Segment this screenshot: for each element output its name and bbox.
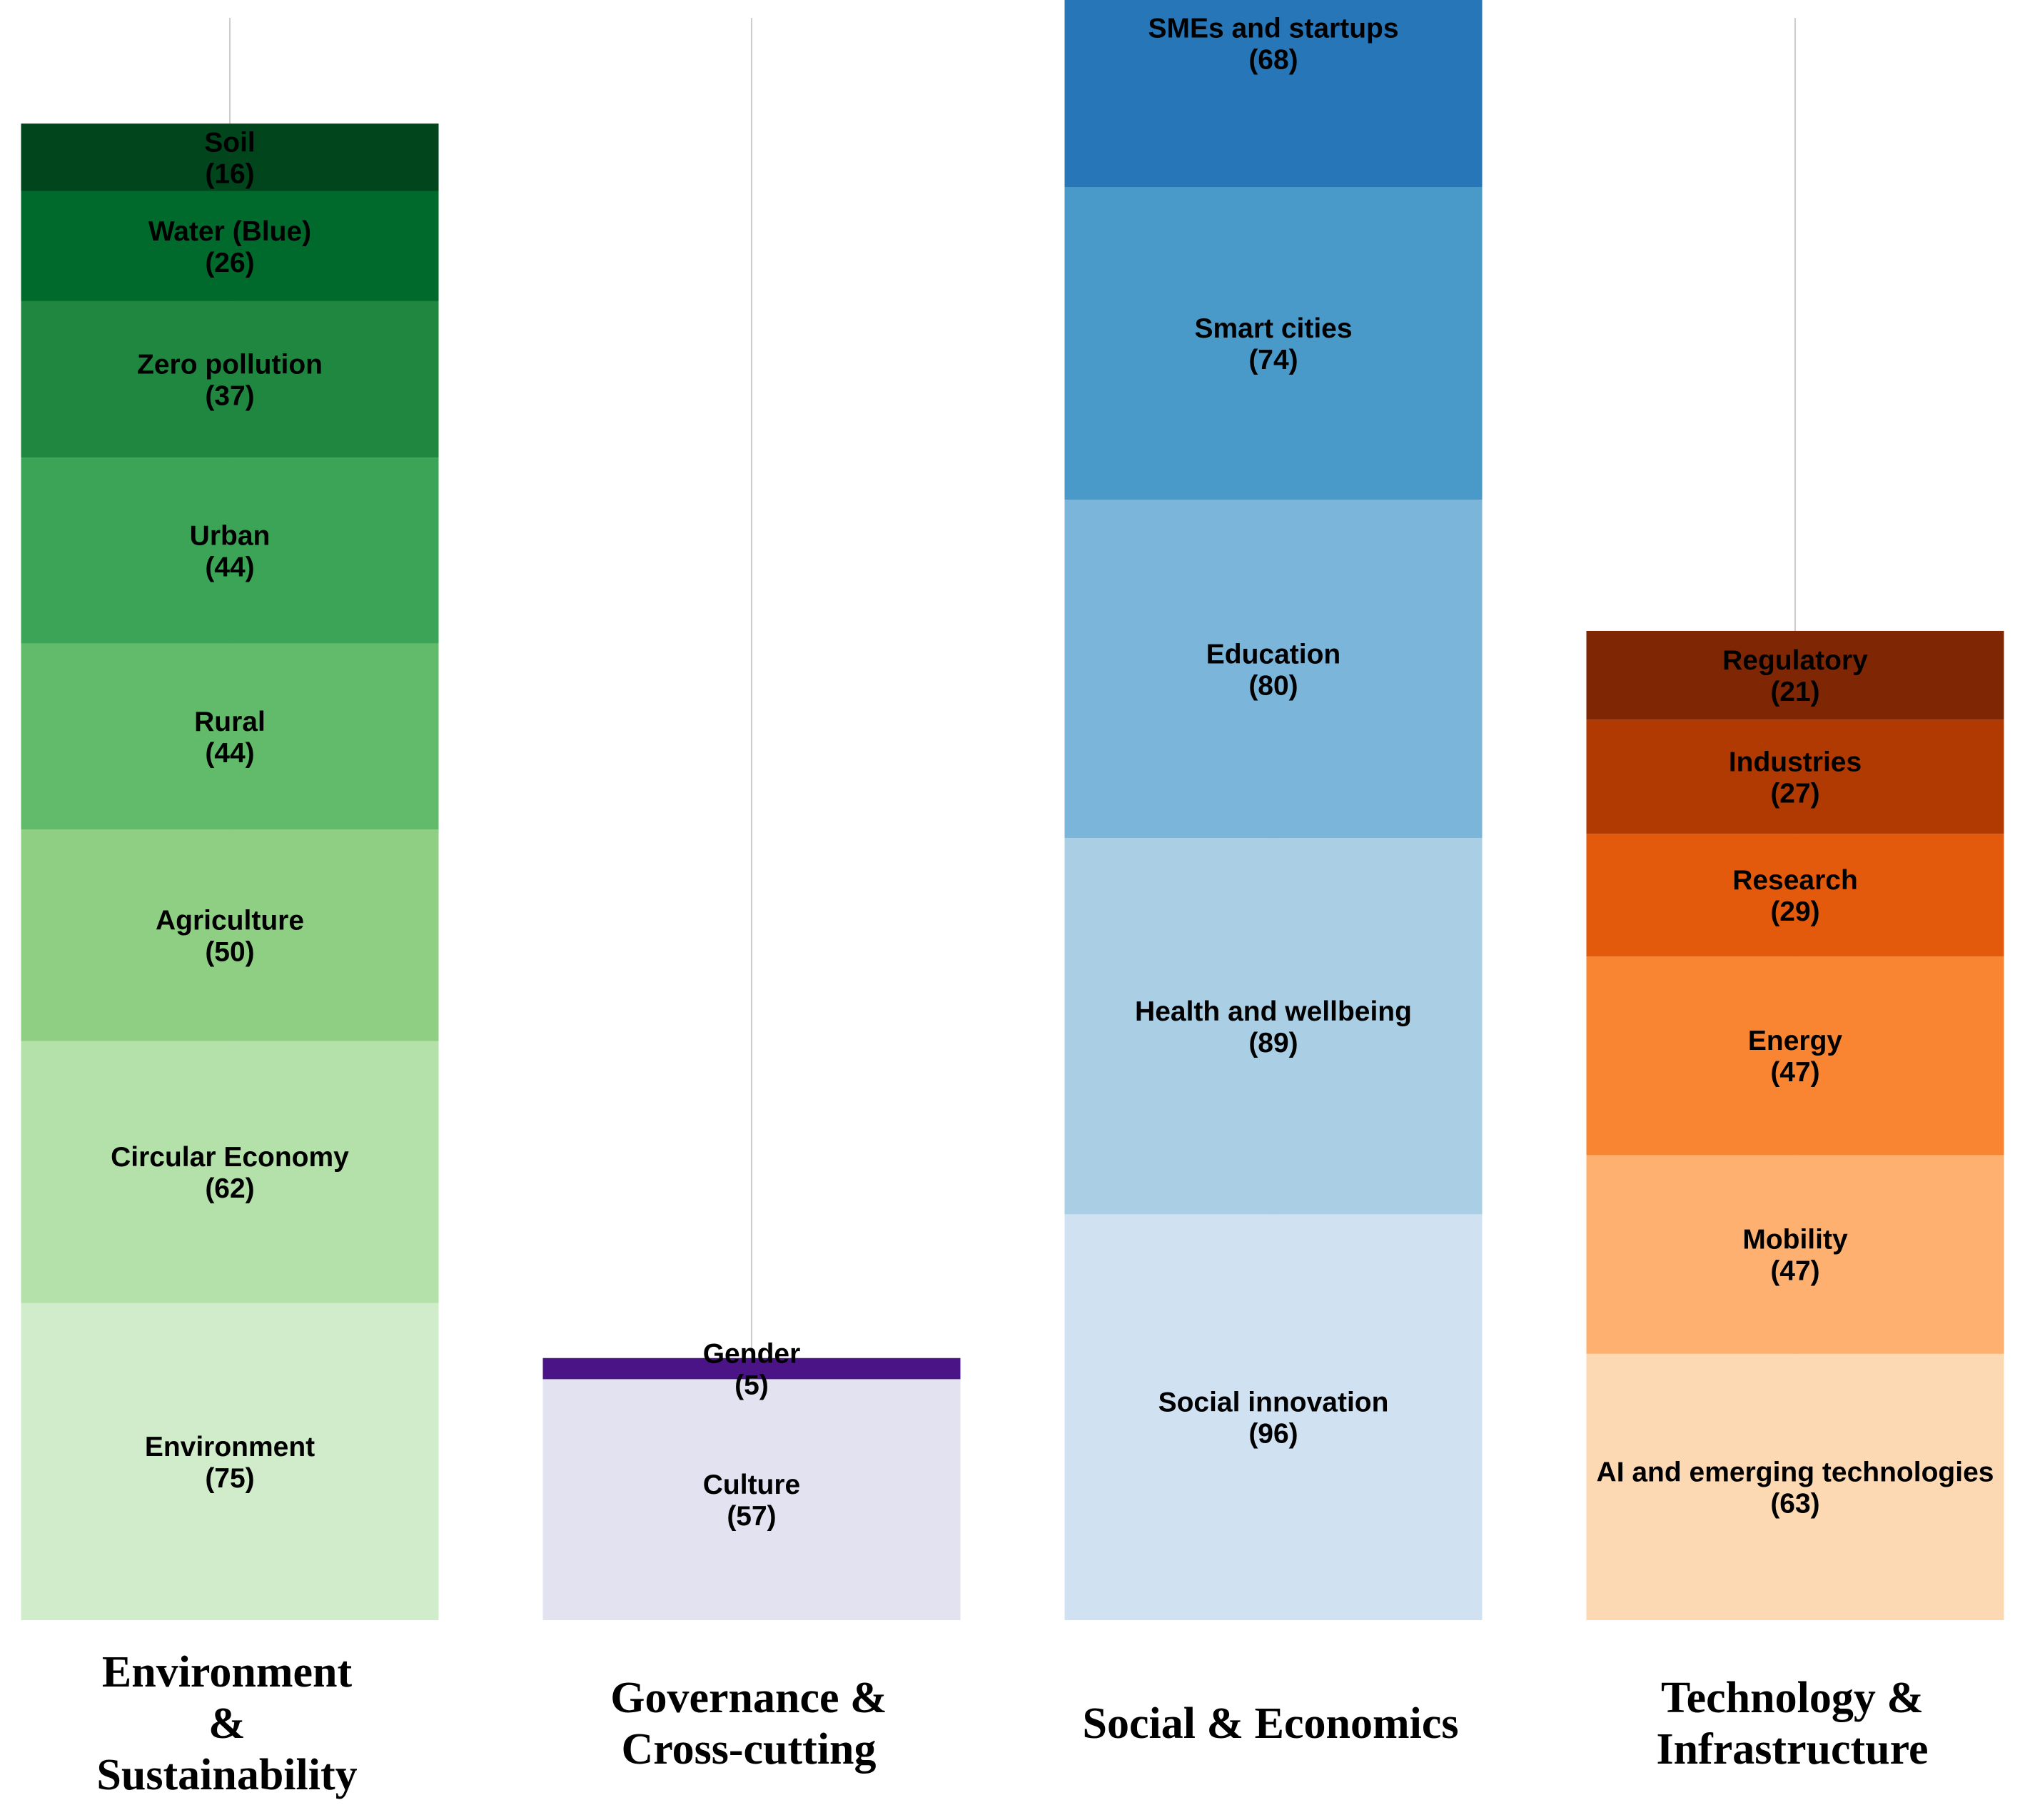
segment-value-gender: (5): [734, 1370, 769, 1401]
segment-value-ai-and-emerging-technologies: (63): [1770, 1488, 1819, 1519]
segment-value-water-blue: (26): [205, 248, 254, 278]
bar-segment-smes-and-startups: [1064, 0, 1483, 188]
segment-value-zero-pollution: (37): [205, 381, 254, 412]
segment-value-regulatory: (21): [1770, 677, 1819, 707]
bar-segment-ai-and-emerging-technologies: [1586, 1353, 2004, 1620]
segment-label-soil: Soil: [204, 128, 256, 158]
segment-label-environment: Environment: [145, 1432, 315, 1462]
segment-value-health-and-wellbeing: (89): [1248, 1028, 1298, 1058]
category-labels: Environment&Sustainability Governance &Cr…: [96, 1648, 1928, 1799]
segment-label-energy: Energy: [1748, 1026, 1843, 1056]
segment-label-agriculture: Agriculture: [156, 905, 304, 936]
segment-value-soil: (16): [205, 159, 254, 190]
bar-segment-urban: [21, 457, 439, 644]
segment-value-social-innovation: (96): [1248, 1419, 1298, 1450]
segment-label-urban: Urban: [190, 520, 271, 551]
segment-label-mobility: Mobility: [1742, 1225, 1848, 1255]
bar-segment-culture: [542, 1379, 961, 1620]
segment-value-education: (80): [1248, 670, 1298, 701]
segment-label-zero-pollution: Zero pollution: [137, 350, 323, 380]
bar-segment-circular-economy: [21, 1041, 439, 1303]
segment-label-smes-and-startups: SMEs and startups: [1148, 14, 1398, 44]
segment-label-regulatory: Regulatory: [1722, 645, 1868, 676]
segment-label-circular-economy: Circular Economy: [111, 1142, 349, 1173]
segment-label-smart-cities: Smart cities: [1194, 313, 1352, 344]
segment-value-rural: (44): [205, 738, 254, 769]
segment-value-energy: (47): [1770, 1057, 1819, 1088]
category-label-technology-infrastructure: Technology &: [1661, 1674, 1924, 1722]
segment-label-water-blue: Water (Blue): [148, 216, 311, 247]
segment-value-culture: (57): [727, 1501, 776, 1532]
category-label-environment-sustainability: Environment: [102, 1648, 353, 1697]
segment-label-industries: Industries: [1729, 747, 1862, 777]
segment-value-environment: (75): [205, 1463, 254, 1494]
bar-segment-education: [1064, 500, 1483, 839]
category-label-environment-sustainability: &: [208, 1699, 246, 1748]
bar-segment-rural: [21, 643, 439, 830]
category-label-social-economics: Social & Economics: [1083, 1699, 1459, 1748]
segment-label-culture: Culture: [703, 1470, 801, 1500]
segment-label-rural: Rural: [194, 707, 266, 737]
bar-segment-gender: [542, 1358, 961, 1380]
bar-segment-water-blue: [21, 191, 439, 301]
bar-segment-soil: [21, 123, 439, 191]
bar-segment-health-and-wellbeing: [1064, 838, 1483, 1215]
segment-value-circular-economy: (62): [205, 1173, 254, 1204]
bars: Environment(75) Circular Economy(62) Agric…: [21, 0, 2004, 1620]
bar-segment-smart-cities: [1064, 187, 1483, 500]
gridlines: [229, 18, 1796, 1620]
bar-segment-social-innovation: [1064, 1214, 1483, 1620]
segment-value-smart-cities: (74): [1248, 345, 1298, 375]
segment-value-research: (29): [1770, 896, 1819, 927]
segment-value-mobility: (47): [1770, 1256, 1819, 1287]
bar-segment-industries: [1586, 719, 2004, 834]
segment-label-health-and-wellbeing: Health and wellbeing: [1135, 996, 1412, 1027]
bar-segment-regulatory: [1586, 630, 2004, 720]
bar-segment-environment: [21, 1303, 439, 1620]
bar-segment-research: [1586, 834, 2004, 957]
bar-segment-agriculture: [21, 829, 439, 1041]
bar-segment-mobility: [1586, 1155, 2004, 1354]
segment-label-research: Research: [1732, 865, 1858, 896]
segment-label-social-innovation: Social innovation: [1158, 1387, 1389, 1418]
category-label-governance-cross-cutting: Governance &: [610, 1674, 887, 1722]
segment-value-smes-and-startups: (68): [1248, 45, 1298, 76]
segment-label-ai-and-emerging-technologies: AI and emerging technologies: [1597, 1457, 1994, 1487]
segment-value-urban: (44): [205, 552, 254, 582]
segment-label-education: Education: [1206, 639, 1341, 669]
bar-segment-energy: [1586, 956, 2004, 1156]
category-label-governance-cross-cutting: Cross-cutting: [621, 1725, 876, 1774]
segment-value-agriculture: (50): [205, 936, 254, 967]
bar-segment-zero-pollution: [21, 300, 439, 458]
segment-value-industries: (27): [1770, 778, 1819, 809]
category-label-environment-sustainability: Sustainability: [96, 1751, 357, 1799]
segment-label-gender: Gender: [703, 1339, 801, 1370]
category-label-technology-infrastructure: Infrastructure: [1656, 1725, 1928, 1774]
